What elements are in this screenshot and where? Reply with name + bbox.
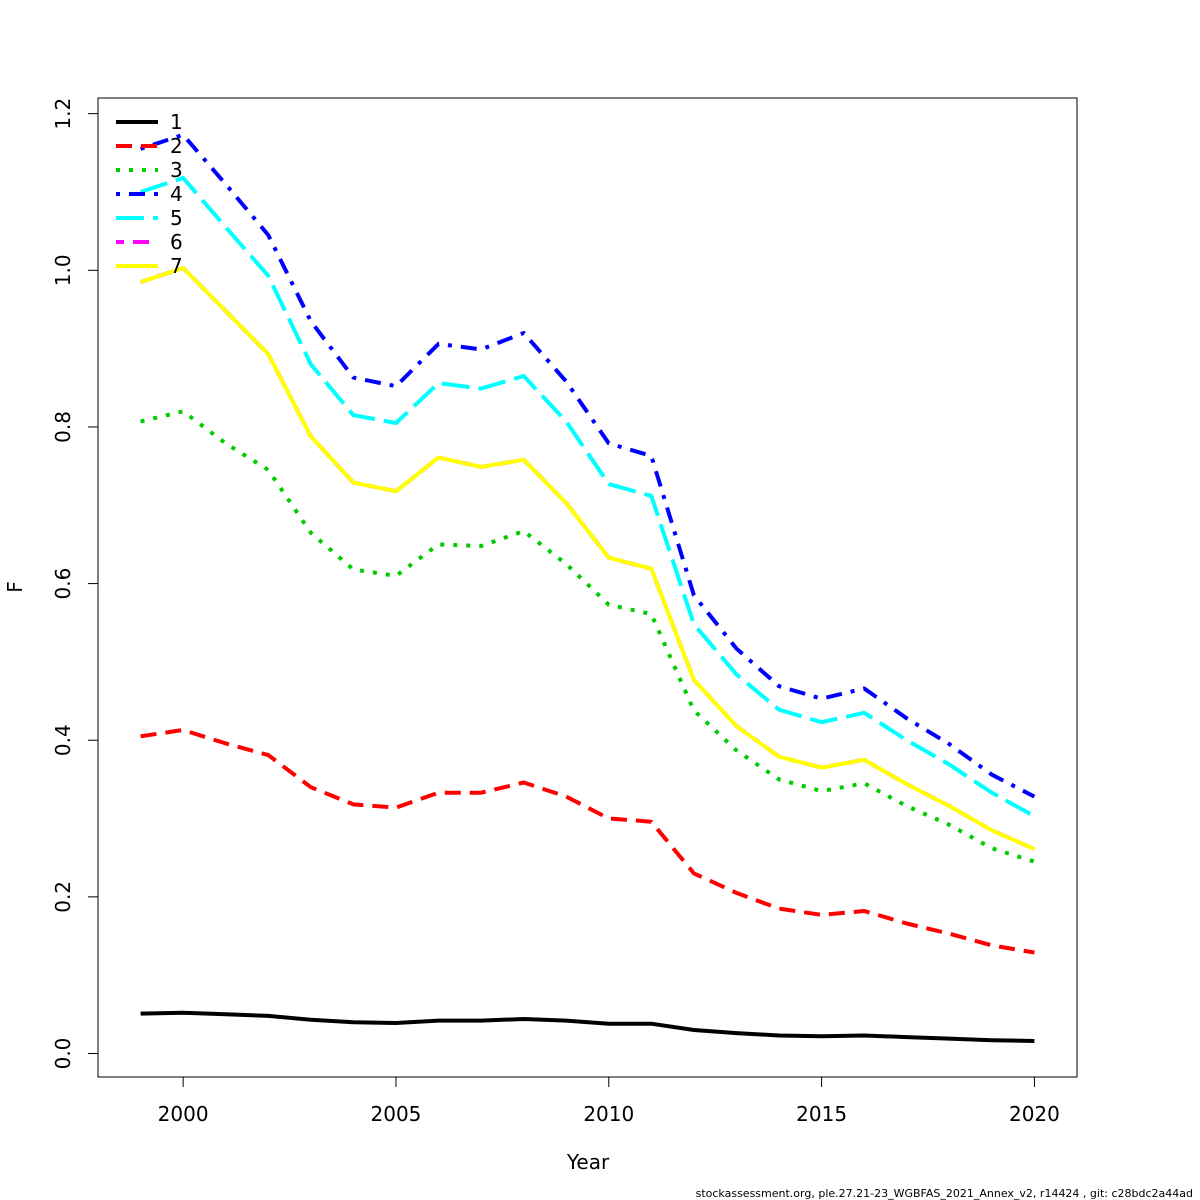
y-tick-label: 0.0 xyxy=(51,1038,75,1070)
legend-label-5: 5 xyxy=(170,206,183,230)
y-tick-label: 1.0 xyxy=(51,254,75,286)
x-axis: 2000 2005 2010 2015 2020 xyxy=(158,1076,1060,1126)
series-line-5 xyxy=(139,175,1036,818)
x-tick-label: 2020 xyxy=(1009,1102,1060,1126)
legend-label-1: 1 xyxy=(170,110,183,134)
x-axis-title: Year xyxy=(566,1150,610,1174)
y-tick-label: 0.6 xyxy=(51,568,75,600)
series-line-1 xyxy=(140,1010,1035,1043)
series-layer xyxy=(139,132,1036,1043)
x-tick-label: 2000 xyxy=(158,1102,209,1126)
series-line-7 xyxy=(139,266,1036,851)
x-tick-label: 2010 xyxy=(583,1102,634,1126)
series-line-2 xyxy=(140,728,1035,955)
y-tick-label: 0.2 xyxy=(51,881,75,913)
legend-label-3: 3 xyxy=(170,158,183,182)
series-line-4 xyxy=(139,132,1036,799)
series-line-6 xyxy=(139,266,1036,851)
legend-label-4: 4 xyxy=(170,182,183,206)
y-tick-label: 0.4 xyxy=(51,724,75,756)
y-tick-label: 1.2 xyxy=(51,98,75,130)
legend-label-7: 7 xyxy=(170,254,183,278)
legend-label-6: 6 xyxy=(170,230,183,254)
series-line-3 xyxy=(140,409,1035,864)
y-axis-title: F xyxy=(3,581,27,593)
y-tick-label: 0.8 xyxy=(51,411,75,443)
footer-credit: stockassessment.org, ple.27.21-23_WGBFAS… xyxy=(696,1187,1193,1200)
x-tick-label: 2015 xyxy=(796,1102,847,1126)
y-axis: 0.0 0.2 0.4 0.6 0.8 1.0 1.2 xyxy=(51,98,99,1070)
x-tick-label: 2005 xyxy=(371,1102,422,1126)
legend-label-2: 2 xyxy=(170,134,183,158)
